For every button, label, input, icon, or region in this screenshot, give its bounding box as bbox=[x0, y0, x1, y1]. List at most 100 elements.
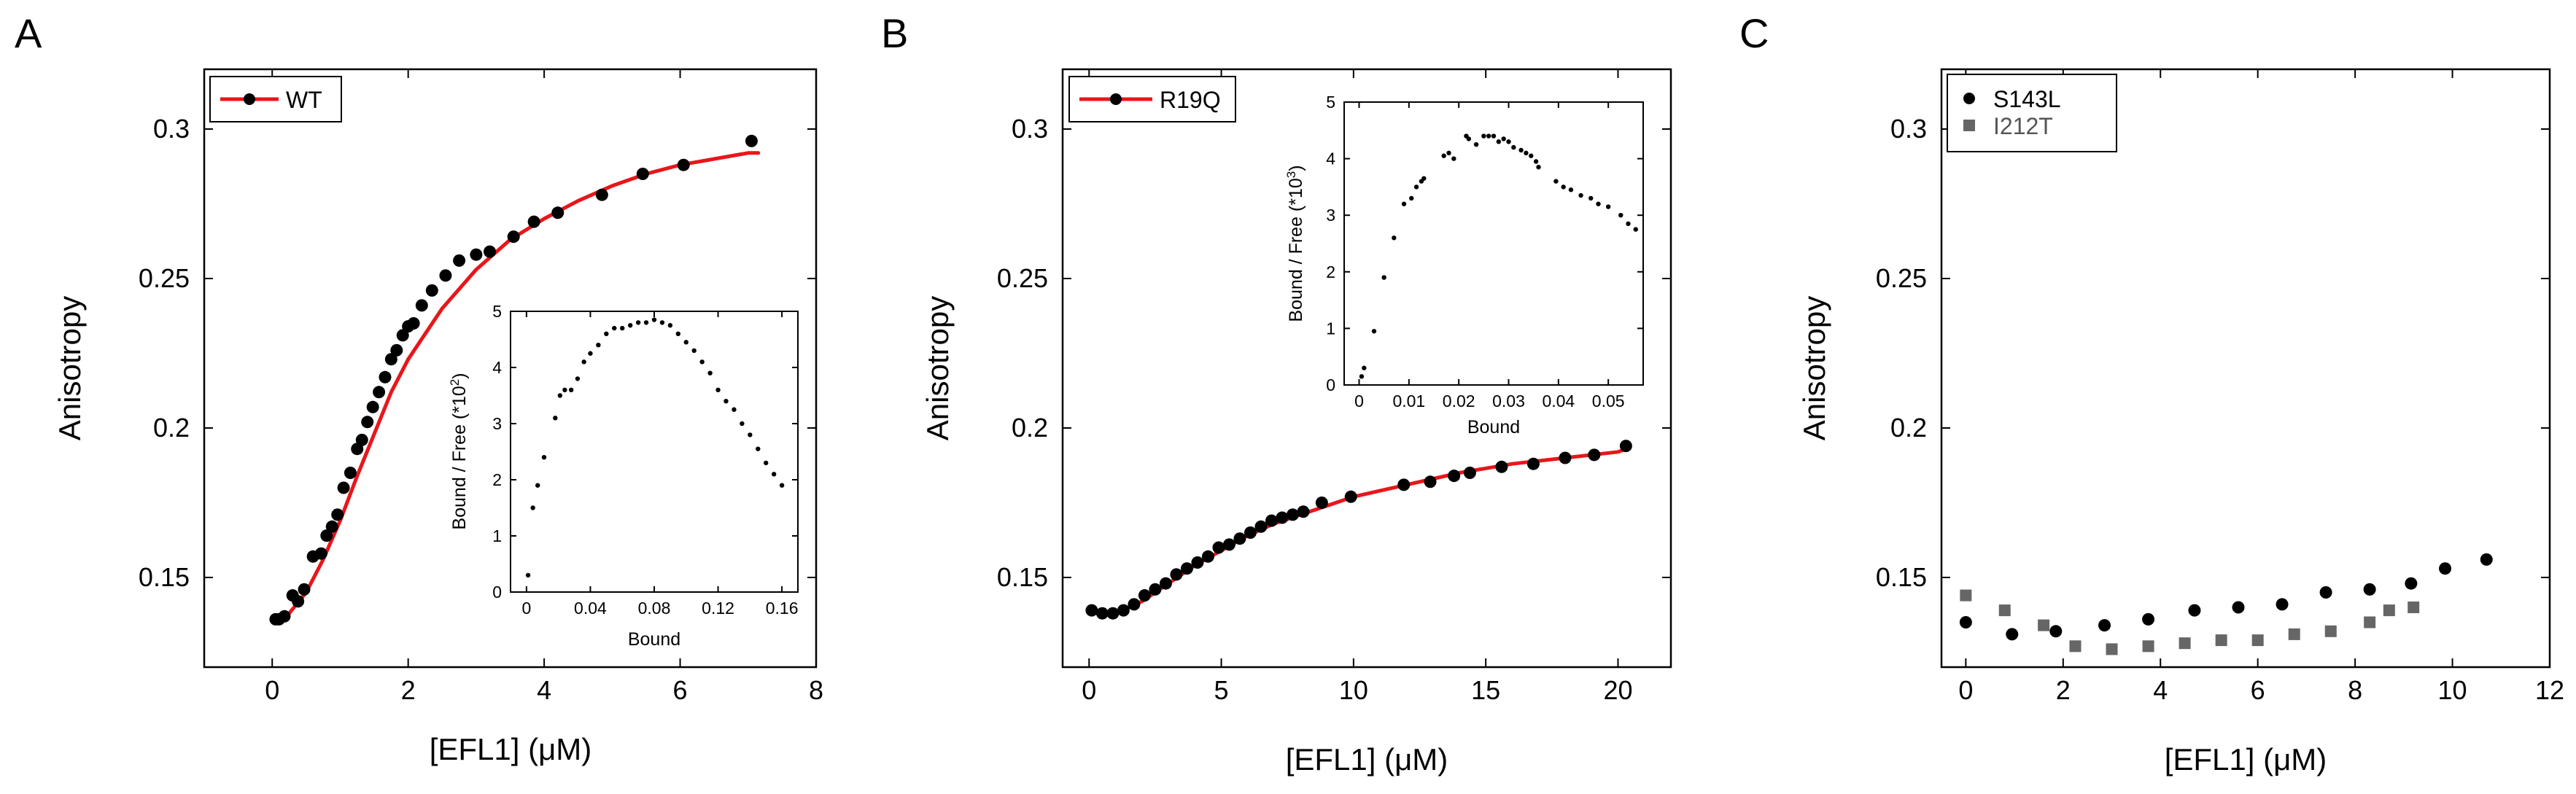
x-tick-label: 0 bbox=[521, 599, 531, 618]
data-point-r19q bbox=[1128, 598, 1141, 611]
x-axis-title: [EFL1] (μM) bbox=[430, 732, 592, 766]
x-axis-title: [EFL1] (μM) bbox=[2165, 742, 2327, 777]
inset-data-point bbox=[1491, 133, 1497, 139]
data-point-wt bbox=[677, 158, 690, 171]
y-tick-label: 5 bbox=[492, 302, 502, 321]
x-tick-label: 6 bbox=[2251, 675, 2265, 705]
x-tick-label: 8 bbox=[2348, 675, 2362, 705]
inset-data-point bbox=[683, 340, 688, 345]
legend-label-r19q: R19Q bbox=[1160, 87, 1221, 113]
inset-data-point bbox=[1626, 221, 1631, 227]
x-tick-label: 5 bbox=[1214, 675, 1229, 705]
inset-data-point bbox=[1486, 133, 1491, 139]
data-point-i212t bbox=[2251, 634, 2264, 647]
data-points bbox=[1959, 553, 2493, 655]
data-point-i212t bbox=[2324, 625, 2337, 637]
data-point-wt bbox=[453, 254, 466, 267]
inset-data-points bbox=[525, 317, 785, 578]
legend-label-wt: WT bbox=[286, 87, 322, 113]
inset-axis-ticks: 0 0.04 0.08 0.12 0.16 0 1 2 3 4 5 bbox=[492, 302, 798, 618]
data-point-r19q bbox=[1106, 607, 1120, 620]
x-tick-label: 2 bbox=[401, 675, 416, 705]
data-point-r19q bbox=[1276, 511, 1289, 524]
x-tick-label: 0 bbox=[1958, 675, 1973, 705]
inset-data-point bbox=[530, 505, 535, 510]
data-point-s143l bbox=[2006, 628, 2019, 641]
data-points-r19q bbox=[1085, 440, 1632, 620]
y-tick-label: 4 bbox=[492, 358, 502, 377]
x-tick-label: 0 bbox=[1354, 392, 1364, 410]
data-point-i212t bbox=[2038, 619, 2050, 631]
data-point-r19q bbox=[1233, 532, 1246, 545]
legend-marker bbox=[244, 93, 255, 105]
y-tick-label: 0.15 bbox=[997, 562, 1048, 592]
data-point-wt bbox=[745, 134, 758, 147]
data-point-i212t bbox=[2069, 640, 2082, 653]
data-points-wt bbox=[269, 134, 758, 626]
data-point-i212t bbox=[2142, 640, 2154, 653]
data-point-i212t bbox=[2288, 628, 2300, 640]
inset-data-point bbox=[1371, 329, 1377, 334]
x-tick-label: 0.04 bbox=[1542, 392, 1575, 410]
inset-data-point bbox=[581, 359, 586, 365]
x-tick-label: 0.05 bbox=[1592, 392, 1625, 410]
data-point-r19q bbox=[1244, 526, 1257, 539]
y-tick-label: 3 bbox=[492, 414, 502, 433]
data-point-wt bbox=[292, 595, 305, 608]
y-tick-label: 5 bbox=[1326, 93, 1335, 112]
inset-data-point bbox=[568, 387, 574, 392]
y-axis-title: Anisotropy bbox=[920, 296, 955, 440]
data-point-r19q bbox=[1286, 508, 1299, 521]
data-point-wt bbox=[415, 299, 428, 312]
inset-data-point bbox=[1362, 365, 1367, 370]
data-point-wt bbox=[298, 583, 311, 596]
x-tick-label: 2 bbox=[2056, 675, 2071, 705]
data-point-r19q bbox=[1297, 505, 1310, 518]
y-axis-title: Anisotropy bbox=[53, 296, 87, 440]
inset-data-point bbox=[771, 472, 777, 477]
inset-data-point bbox=[1496, 139, 1502, 144]
data-point-r19q bbox=[1149, 583, 1162, 596]
data-point-r19q bbox=[1495, 460, 1508, 473]
inset-data-point bbox=[635, 320, 641, 325]
inset-data-point bbox=[562, 387, 567, 392]
data-point-s143l bbox=[2188, 604, 2201, 617]
inset-data-point bbox=[1618, 213, 1623, 218]
data-point-i212t bbox=[1960, 589, 1972, 602]
inset-data-point bbox=[620, 325, 625, 331]
y-tick-label: 0.2 bbox=[1890, 413, 1927, 443]
y-tick-label: 0.2 bbox=[153, 413, 190, 443]
panel-b: B 0 5 10 15 200.150.20.250.3 [EFL1] (μM) Ani… bbox=[881, 10, 1672, 777]
data-point-wt bbox=[331, 508, 344, 521]
inset-data-point bbox=[612, 325, 617, 331]
x-tick-label: 0 bbox=[265, 675, 279, 705]
inset-data-point bbox=[525, 572, 531, 578]
x-tick-label: 4 bbox=[2153, 675, 2168, 705]
inset-y-axis-title-exponent: 2 bbox=[448, 379, 462, 386]
inset-data-point bbox=[1466, 136, 1472, 141]
inset-data-point bbox=[756, 446, 761, 451]
data-point-wt bbox=[390, 343, 403, 357]
data-point-r19q bbox=[1201, 550, 1214, 563]
inset-chart: 0 0.04 0.08 0.12 0.16 0 1 2 3 4 5 Bound Bound / Fr… bbox=[448, 302, 799, 650]
inset-data-point bbox=[1506, 139, 1511, 144]
data-point-r19q bbox=[1424, 475, 1437, 489]
x-tick-label: 10 bbox=[1339, 675, 1368, 705]
inset-data-point bbox=[732, 407, 737, 412]
inset-data-point bbox=[779, 483, 785, 488]
inset-data-point bbox=[1568, 187, 1574, 192]
data-point-r19q bbox=[1170, 568, 1183, 581]
data-point-s143l bbox=[2319, 586, 2332, 599]
x-tick-label: 0.16 bbox=[766, 599, 799, 618]
x-tick-label: 0.12 bbox=[702, 599, 734, 618]
y-axis-title: Anisotropy bbox=[1797, 296, 1831, 440]
inset-frame bbox=[510, 311, 799, 593]
legend-label-s143l: S143L bbox=[1993, 86, 2061, 112]
data-point-r19q bbox=[1159, 577, 1172, 590]
data-point-wt bbox=[361, 416, 374, 429]
inset-data-point bbox=[1553, 179, 1559, 184]
inset-data-point bbox=[764, 460, 769, 466]
y-tick-label: 0.3 bbox=[1890, 114, 1927, 144]
inset-data-point bbox=[1536, 165, 1541, 170]
